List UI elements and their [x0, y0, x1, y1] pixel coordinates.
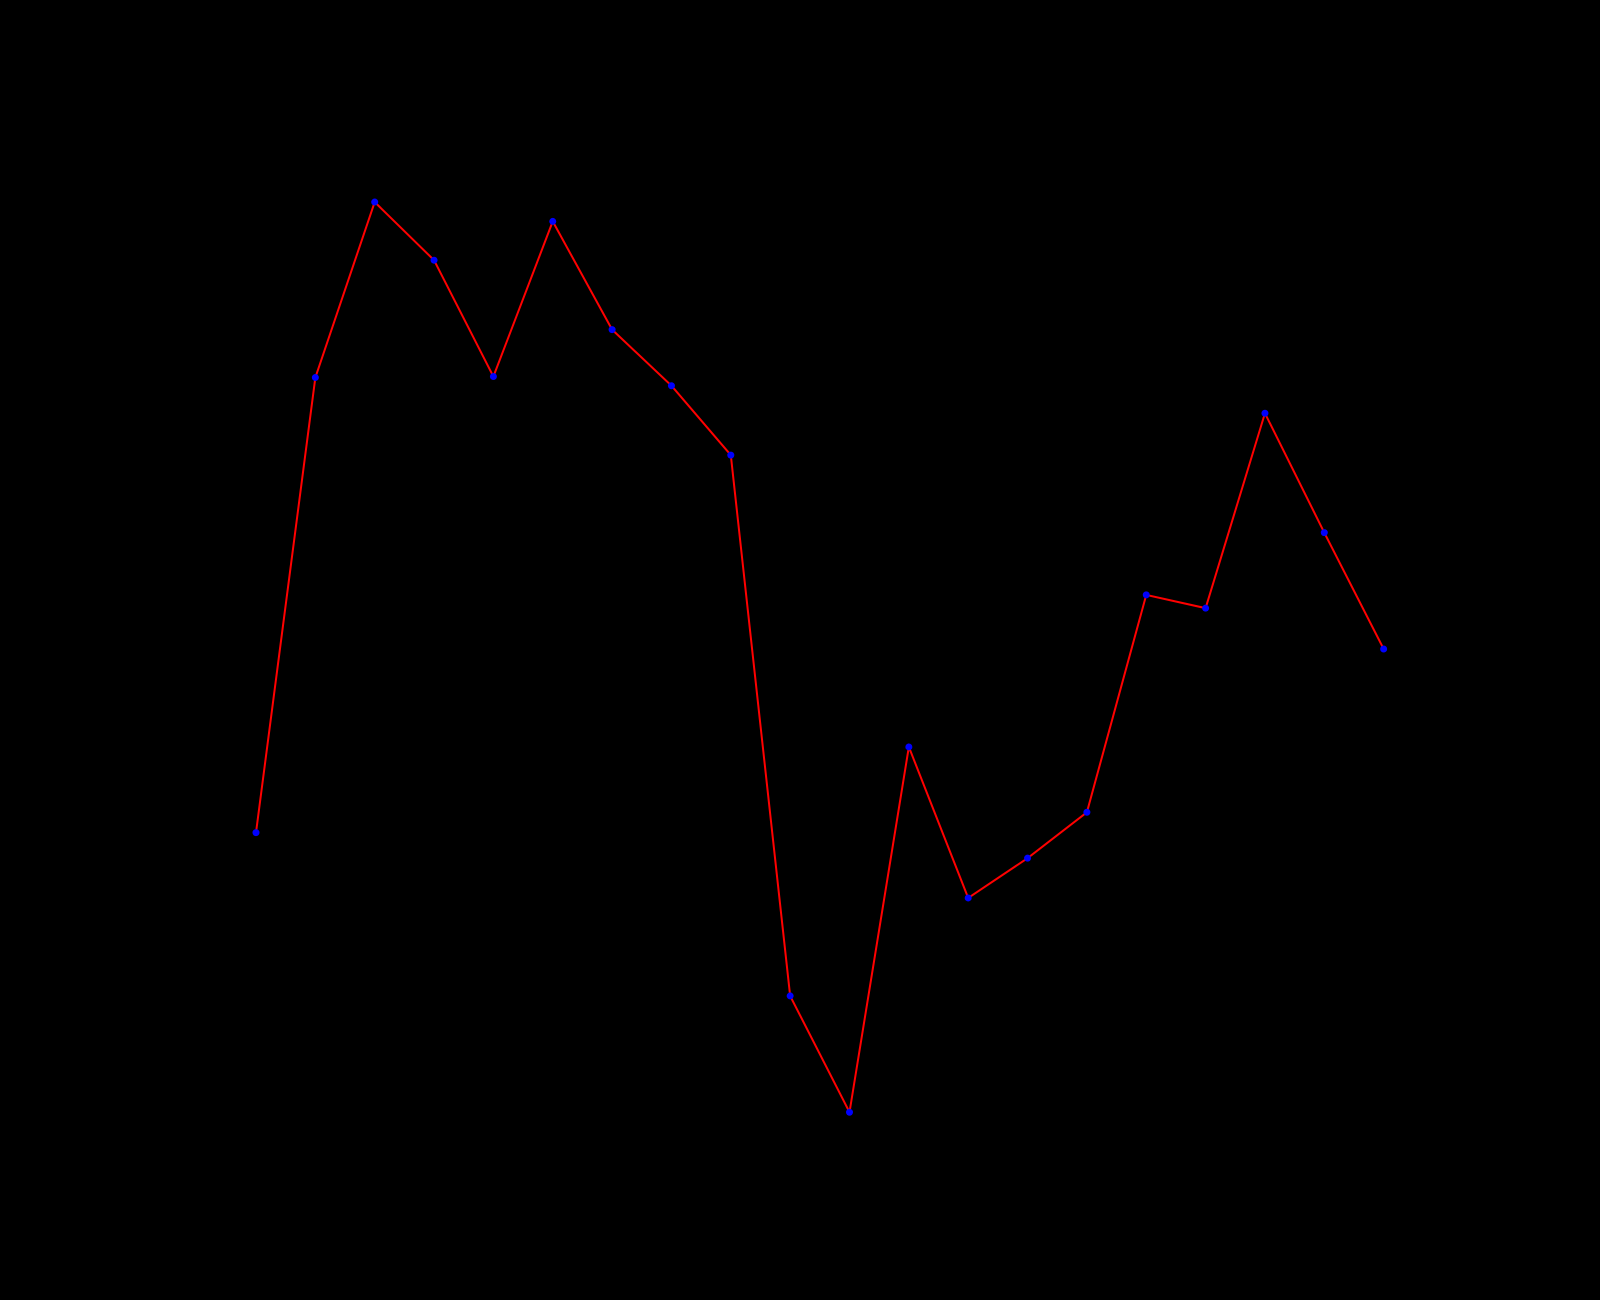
- marker: [1380, 645, 1388, 653]
- marker: [1261, 409, 1269, 417]
- marker: [905, 743, 913, 751]
- marker: [371, 198, 379, 206]
- marker: [1024, 854, 1032, 862]
- marker: [1083, 808, 1091, 816]
- marker: [549, 217, 557, 225]
- marker: [608, 326, 616, 334]
- marker: [1142, 591, 1150, 599]
- marker: [727, 451, 735, 459]
- marker: [1320, 529, 1328, 537]
- marker: [311, 374, 319, 382]
- marker: [786, 992, 794, 1000]
- marker: [1202, 604, 1210, 612]
- marker: [964, 894, 972, 902]
- marker: [252, 829, 260, 837]
- line: [255, 200, 1385, 1116]
- marker: [430, 256, 438, 264]
- marker: [489, 373, 497, 381]
- marker: [667, 382, 675, 390]
- marker: [846, 1108, 853, 1116]
